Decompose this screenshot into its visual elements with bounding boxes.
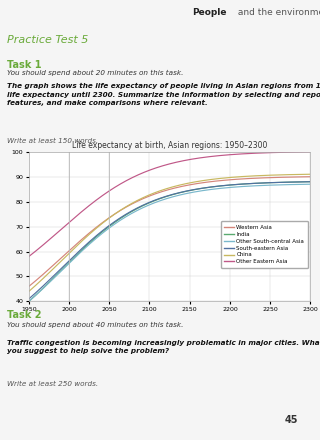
Other Eastern Asia: [252, 150, 255, 156]
Other Eastern Asia: [220, 153, 224, 158]
Text: People: People: [192, 8, 227, 17]
Text: Write at least 250 words.: Write at least 250 words.: [7, 381, 99, 387]
Western Asia: [220, 178, 224, 183]
Legend: Western Asia, India, Other South-central Asia, South-eastern Asia, China, Other : Western Asia, India, Other South-central…: [221, 221, 308, 268]
Line: China: China: [29, 174, 310, 291]
India: [252, 181, 255, 186]
Other South-central Asia: [27, 299, 31, 304]
Other Eastern Asia: [151, 166, 155, 172]
India: [220, 183, 224, 188]
Western Asia: [151, 192, 155, 198]
Text: You should spend about 40 minutes on this task.: You should spend about 40 minutes on thi…: [7, 323, 184, 329]
Other Eastern Asia: [246, 151, 250, 156]
Line: India: India: [29, 182, 310, 301]
India: [151, 199, 155, 204]
China: [56, 262, 60, 267]
South-eastern Asia: [220, 183, 224, 188]
Other Eastern Asia: [27, 254, 31, 259]
Other South-central Asia: [56, 272, 60, 277]
Western Asia: [56, 259, 60, 264]
China: [141, 195, 145, 201]
China: [308, 172, 312, 177]
Text: Task 2: Task 2: [7, 310, 42, 320]
Other South-central Asia: [246, 183, 250, 189]
Line: Other Eastern Asia: Other Eastern Asia: [29, 152, 310, 257]
India: [308, 179, 312, 184]
South-eastern Asia: [56, 269, 60, 275]
Text: Task 1: Task 1: [7, 60, 42, 70]
South-eastern Asia: [252, 181, 255, 186]
Text: You should spend about 20 minutes on this task.: You should spend about 20 minutes on thi…: [7, 70, 184, 76]
China: [151, 191, 155, 196]
South-eastern Asia: [151, 198, 155, 204]
South-eastern Asia: [246, 181, 250, 186]
Text: Traffic congestion is becoming increasingly problematic in major cities. What so: Traffic congestion is becoming increasin…: [7, 339, 320, 354]
Line: Western Asia: Western Asia: [29, 177, 310, 286]
Other Eastern Asia: [56, 230, 60, 235]
South-eastern Asia: [308, 179, 312, 184]
Western Asia: [141, 196, 145, 202]
Text: 45: 45: [284, 415, 298, 425]
Text: and the environment: and the environment: [235, 8, 320, 17]
Text: Practice Test 5: Practice Test 5: [7, 35, 89, 45]
Other Eastern Asia: [141, 170, 145, 176]
Title: Life expectancy at birth, Asian regions: 1950–2300: Life expectancy at birth, Asian regions:…: [72, 141, 267, 150]
India: [141, 203, 145, 209]
South-eastern Asia: [141, 203, 145, 208]
South-eastern Asia: [27, 296, 31, 301]
China: [220, 176, 224, 181]
Western Asia: [308, 174, 312, 180]
Western Asia: [27, 284, 31, 289]
Text: Write at least 150 words.: Write at least 150 words.: [7, 138, 99, 144]
China: [252, 173, 255, 179]
Other South-central Asia: [252, 183, 255, 188]
India: [56, 271, 60, 277]
Other South-central Asia: [308, 182, 312, 187]
Western Asia: [252, 176, 255, 181]
Other South-central Asia: [151, 201, 155, 206]
China: [246, 173, 250, 179]
Other Eastern Asia: [308, 149, 312, 154]
India: [27, 299, 31, 304]
India: [246, 181, 250, 187]
Other South-central Asia: [141, 205, 145, 210]
Other South-central Asia: [220, 186, 224, 191]
Text: The graph shows the life expectancy of people living in Asian regions from 1950 : The graph shows the life expectancy of p…: [7, 83, 320, 106]
Line: South-eastern Asia: South-eastern Asia: [29, 182, 310, 299]
Western Asia: [246, 176, 250, 181]
China: [27, 289, 31, 294]
Line: Other South-central Asia: Other South-central Asia: [29, 184, 310, 301]
